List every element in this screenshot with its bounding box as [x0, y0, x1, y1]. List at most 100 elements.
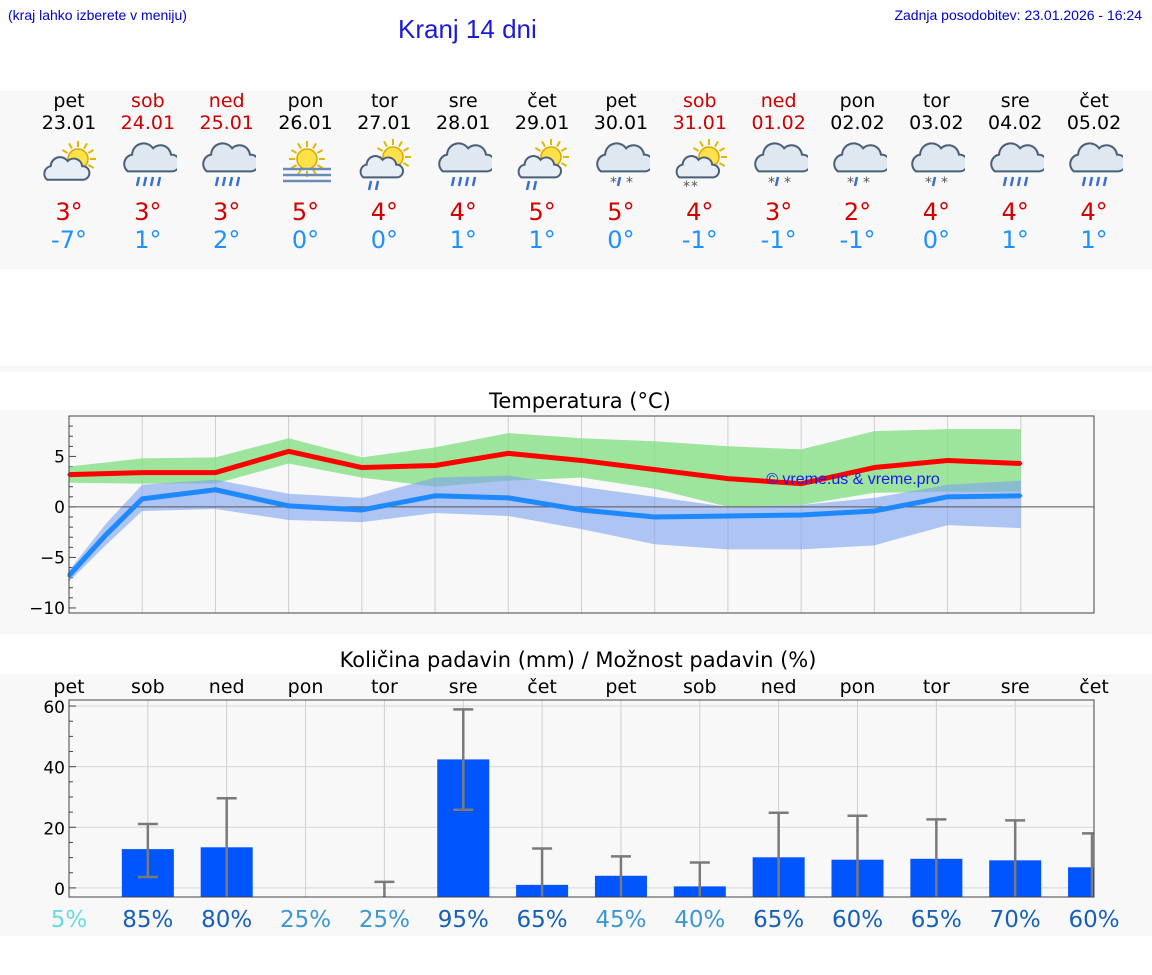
min-temperature: -1° [681, 226, 718, 254]
tmax-point [580, 458, 583, 462]
max-temperature: 2° [843, 198, 872, 226]
svg-text:*: * [768, 175, 775, 191]
tmin-point [799, 513, 803, 517]
day-date: 23.01 [41, 112, 97, 134]
min-temperature: 2° [213, 226, 241, 254]
tmax-point [946, 458, 950, 462]
max-temperature: 4° [1001, 198, 1029, 226]
day-date: 29.01 [514, 112, 570, 134]
rain-icon [201, 142, 256, 187]
day-name: sre [1000, 90, 1030, 112]
day-date: 04.02 [987, 112, 1043, 134]
max-temperature: 4° [370, 198, 399, 226]
precip-probability: 80% [201, 907, 252, 933]
max-temperature: 3° [55, 198, 83, 226]
watermark-annotation: © vreme.us & vreme.pro [766, 471, 940, 488]
day-date: 03.02 [909, 112, 964, 134]
tmax-point [653, 468, 657, 472]
tmax-point [433, 464, 437, 468]
max-temperature: 4° [686, 198, 714, 226]
category-label: tor [923, 676, 950, 698]
min-temperature: 0° [922, 226, 950, 254]
sleet-icon: * * [911, 142, 966, 191]
tmin-point [360, 508, 364, 512]
precip-probability: 40% [674, 907, 725, 933]
sleet-icon: * * [832, 142, 887, 191]
tmin-point [104, 533, 108, 537]
svg-text:*: * [683, 179, 690, 195]
min-temperature: 0° [607, 226, 635, 254]
tmax-point [287, 449, 291, 453]
svg-text:*: * [691, 179, 698, 195]
max-temperature: 3° [134, 198, 162, 226]
precip-probability: 85% [122, 907, 173, 933]
max-temperature: 5° [607, 198, 635, 226]
svg-text:*: * [941, 175, 948, 191]
tmin-point [580, 508, 583, 512]
tmin-point [946, 495, 950, 499]
day-name: sob [683, 90, 717, 112]
fog-sun-icon [282, 141, 331, 183]
day-date: 25.01 [199, 112, 254, 134]
day-date: 26.01 [278, 112, 333, 134]
tmax-point [872, 466, 876, 470]
precip-probability: 95% [438, 907, 489, 933]
category-label: ned [209, 676, 245, 698]
min-temperature: 1° [449, 226, 477, 254]
category-label: pon [840, 676, 876, 698]
day-date: 30.01 [593, 112, 649, 134]
min-temperature: 1° [1080, 226, 1108, 254]
y-tick-label: 60 [43, 698, 65, 718]
tmax-point [799, 482, 803, 486]
tmax-point [140, 471, 144, 475]
category-label: sre [1001, 676, 1030, 698]
min-temperature: 1° [134, 226, 162, 254]
tmin-point [872, 509, 876, 513]
precip-probability: 5% [51, 907, 88, 933]
tmin-point [1019, 494, 1023, 498]
svg-text:*: * [925, 175, 932, 191]
y-tick-label: 0 [54, 880, 65, 900]
day-name: pet [605, 90, 637, 112]
tmin-point [140, 497, 144, 501]
day-date: 27.01 [357, 112, 412, 134]
precip-probability: 65% [753, 907, 804, 933]
precip-probability: 65% [911, 907, 962, 933]
precip-probability: 70% [990, 907, 1041, 933]
day-date: 24.01 [120, 112, 176, 134]
category-label: sob [683, 676, 717, 698]
min-temperature: 1° [528, 226, 556, 254]
tmin-range-band [69, 475, 1021, 582]
y-tick-label: −5 [40, 548, 65, 568]
rain-icon [1069, 142, 1124, 187]
day-name: tor [922, 90, 950, 112]
plot-frame [68, 699, 1095, 898]
tmax-point [1019, 461, 1023, 465]
min-temperature: 0° [291, 226, 320, 254]
precip-probability: 25% [359, 907, 410, 933]
min-temperature: 1° [1001, 226, 1029, 254]
chart-title: Količina padavin (mm) / Možnost padavin … [340, 648, 817, 672]
day-name: čet [1079, 90, 1109, 112]
tmax-series-line [68, 448, 1021, 487]
max-temperature: 4° [922, 198, 950, 226]
tmin-point [653, 515, 657, 519]
rain-icon [438, 142, 493, 187]
y-tick-label: 20 [43, 819, 65, 839]
category-label: čet [527, 676, 557, 698]
sun-snow-icon: * * [675, 139, 727, 195]
max-temperature: 3° [213, 198, 241, 226]
tmin-point [726, 514, 730, 518]
chart-title: Temperatura (°C) [488, 389, 671, 413]
svg-text:*: * [610, 175, 617, 191]
day-name: tor [370, 90, 398, 112]
category-label: sre [449, 676, 478, 698]
partly-cloudy-icon [43, 141, 96, 181]
day-name: pet [53, 90, 85, 112]
category-label: pet [53, 676, 84, 698]
day-name: sre [448, 90, 478, 112]
svg-text:*: * [847, 175, 854, 191]
y-tick-label: 0 [54, 498, 65, 518]
tmax-point [506, 451, 510, 455]
tmax-point [726, 477, 730, 481]
